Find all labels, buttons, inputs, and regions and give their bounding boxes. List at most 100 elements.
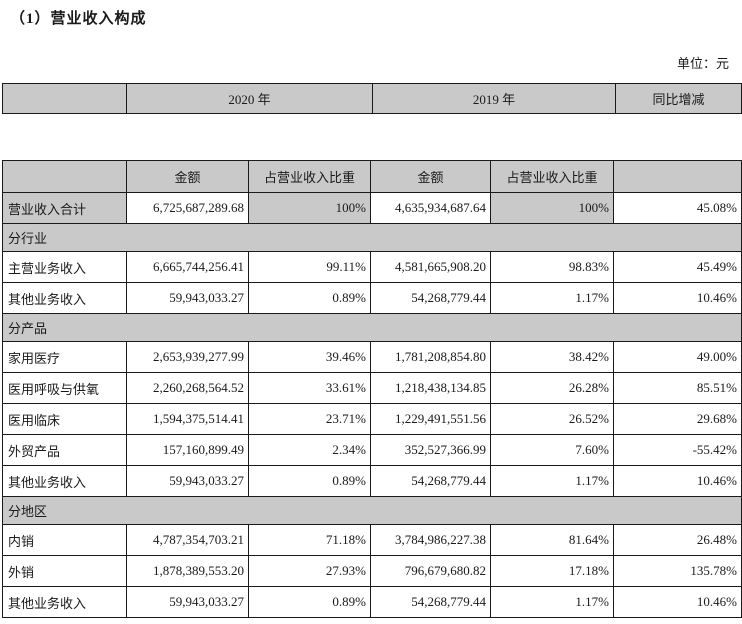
yoy-cell: 45.49%: [613, 251, 742, 283]
section-row: 分产品: [2, 313, 742, 342]
amount-2019-cell: 1,781,208,854.80: [370, 341, 491, 373]
amount-2020-cell: 59,943,033.27: [126, 465, 249, 497]
year-header-table: 2020 年 2019 年 同比增减: [2, 83, 742, 114]
yoy-cell: 26.48%: [613, 524, 742, 556]
section-label-cell: 分行业: [2, 223, 742, 252]
year-header-row: 2020 年 2019 年 同比增减: [2, 83, 742, 114]
table-row: 外贸产品 157,160,899.49 2.34% 352,527,366.99…: [2, 434, 742, 466]
pct-2019-cell: 1.17%: [490, 586, 614, 618]
pct-2020-cell: 0.89%: [248, 282, 371, 314]
table-row: 医用临床 1,594,375,514.41 23.71% 1,229,491,5…: [2, 403, 742, 435]
pct-2019-cell: 98.83%: [490, 251, 614, 283]
pct-2020-cell: 0.89%: [248, 586, 371, 618]
table-row: 其他业务收入 59,943,033.27 0.89% 54,268,779.44…: [2, 586, 742, 618]
yoy-cell: 135.78%: [613, 555, 742, 587]
pct-2020-cell: 39.46%: [248, 341, 371, 373]
amount-2019-cell: 352,527,366.99: [370, 434, 491, 466]
amount-2020-cell: 1,594,375,514.41: [126, 403, 249, 435]
table-row: 主营业务收入 6,665,744,256.41 99.11% 4,581,665…: [2, 251, 742, 283]
yoy-cell: 49.00%: [613, 341, 742, 373]
subheader-row: 金额 占营业收入比重 金额 占营业收入比重: [2, 160, 742, 193]
amount-2019-cell: 3,784,986,227.38: [370, 524, 491, 556]
yoy-cell: 10.46%: [613, 586, 742, 618]
pct-2019-cell: 100%: [490, 192, 614, 224]
amount-2020-cell: 157,160,899.49: [126, 434, 249, 466]
amount-2019-cell: 4,581,665,908.20: [370, 251, 491, 283]
row-label-cell: 其他业务收入: [2, 282, 127, 314]
yoy-cell: 85.51%: [613, 372, 742, 404]
row-label-cell: 内销: [2, 524, 127, 556]
yoy-cell: 45.08%: [613, 192, 742, 224]
amount-2020-cell: 6,725,687,289.68: [126, 192, 249, 224]
amount-2019-cell: 54,268,779.44: [370, 465, 491, 497]
pct-2019-cell: 26.52%: [490, 403, 614, 435]
row-label-cell: 主营业务收入: [2, 251, 127, 283]
pct-2019-cell: 26.28%: [490, 372, 614, 404]
year-header-2019-cell: 2019 年: [372, 83, 616, 114]
section-row: 分行业: [2, 223, 742, 252]
amount-2020-cell: 59,943,033.27: [126, 586, 249, 618]
amount-2020-cell: 4,787,354,703.21: [126, 524, 249, 556]
row-label-cell: 营业收入合计: [2, 192, 127, 224]
row-label-cell: 家用医疗: [2, 341, 127, 373]
subheader-pct-2020-cell: 占营业收入比重: [248, 160, 371, 193]
year-header-blank-cell: [2, 83, 127, 114]
table-row: 内销 4,787,354,703.21 71.18% 3,784,986,227…: [2, 524, 742, 556]
row-label-cell: 外贸产品: [2, 434, 127, 466]
amount-2019-cell: 4,635,934,687.64: [370, 192, 491, 224]
amount-2020-cell: 6,665,744,256.41: [126, 251, 249, 283]
section-label-cell: 分产品: [2, 313, 742, 342]
subheader-pct-2019-cell: 占营业收入比重: [490, 160, 614, 193]
amount-2020-cell: 2,260,268,564.52: [126, 372, 249, 404]
amount-2019-cell: 1,218,438,134.85: [370, 372, 491, 404]
pct-2019-cell: 1.17%: [490, 282, 614, 314]
subheader-yoy-blank-cell: [613, 160, 742, 193]
subheader-amount-2019-cell: 金额: [370, 160, 491, 193]
unit-label: 单位：元: [676, 56, 729, 71]
year-header-2020-cell: 2020 年: [126, 83, 373, 114]
page-title: （1）营业收入构成: [10, 11, 147, 27]
amount-2020-cell: 2,653,939,277.99: [126, 341, 249, 373]
subheader-amount-2020-cell: 金额: [126, 160, 249, 193]
pct-2020-cell: 0.89%: [248, 465, 371, 497]
amount-2019-cell: 54,268,779.44: [370, 282, 491, 314]
table-row: 其他业务收入 59,943,033.27 0.89% 54,268,779.44…: [2, 465, 742, 497]
amount-2019-cell: 54,268,779.44: [370, 586, 491, 618]
pct-2019-cell: 38.42%: [490, 341, 614, 373]
row-label-cell: 其他业务收入: [2, 465, 127, 497]
section-row: 分地区: [2, 496, 742, 525]
pct-2020-cell: 33.61%: [248, 372, 371, 404]
table-row: 外销 1,878,389,553.20 27.93% 796,679,680.8…: [2, 555, 742, 587]
row-label-cell: 外销: [2, 555, 127, 587]
yoy-cell: -55.42%: [613, 434, 742, 466]
pct-2020-cell: 2.34%: [248, 434, 371, 466]
table-row-total: 营业收入合计 6,725,687,289.68 100% 4,635,934,6…: [2, 192, 742, 224]
year-header-yoy-cell: 同比增减: [615, 83, 742, 114]
pct-2020-cell: 23.71%: [248, 403, 371, 435]
pct-2019-cell: 1.17%: [490, 465, 614, 497]
section-label-cell: 分地区: [2, 496, 742, 525]
pct-2019-cell: 7.60%: [490, 434, 614, 466]
pct-2020-cell: 27.93%: [248, 555, 371, 587]
subheader-blank-cell: [2, 160, 127, 193]
table-row: 医用呼吸与供氧 2,260,268,564.52 33.61% 1,218,43…: [2, 372, 742, 404]
yoy-cell: 29.68%: [613, 403, 742, 435]
pct-2020-cell: 71.18%: [248, 524, 371, 556]
table-row: 其他业务收入 59,943,033.27 0.89% 54,268,779.44…: [2, 282, 742, 314]
pct-2020-cell: 99.11%: [248, 251, 371, 283]
yoy-cell: 10.46%: [613, 282, 742, 314]
amount-2020-cell: 1,878,389,553.20: [126, 555, 249, 587]
row-label-cell: 其他业务收入: [2, 586, 127, 618]
row-label-cell: 医用临床: [2, 403, 127, 435]
amount-2019-cell: 796,679,680.82: [370, 555, 491, 587]
row-label-cell: 医用呼吸与供氧: [2, 372, 127, 404]
yoy-cell: 10.46%: [613, 465, 742, 497]
amount-2020-cell: 59,943,033.27: [126, 282, 249, 314]
amount-2019-cell: 1,229,491,551.56: [370, 403, 491, 435]
pct-2019-cell: 17.18%: [490, 555, 614, 587]
pct-2019-cell: 81.64%: [490, 524, 614, 556]
revenue-table: 金额 占营业收入比重 金额 占营业收入比重 营业收入合计 6,725,687,2…: [2, 160, 742, 618]
table-row: 家用医疗 2,653,939,277.99 39.46% 1,781,208,8…: [2, 341, 742, 373]
pct-2020-cell: 100%: [248, 192, 371, 224]
